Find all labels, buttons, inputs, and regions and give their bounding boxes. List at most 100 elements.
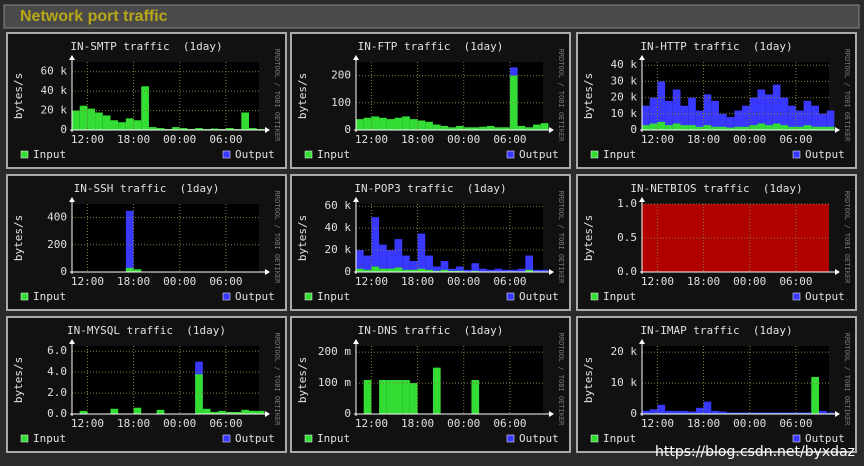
area-slice <box>772 412 781 414</box>
area-slice <box>803 125 812 130</box>
area-slice <box>425 121 433 130</box>
axis-arrow <box>69 197 75 202</box>
x-tick-label: 00:00 <box>163 275 196 288</box>
y-tick-label: 0 <box>630 123 637 136</box>
x-tick-label: 00:00 <box>733 417 766 430</box>
area-slice <box>363 117 372 130</box>
area-slice <box>811 376 819 414</box>
area-slice <box>448 270 457 272</box>
graph-panel: IN-MYSQL traffic (1day) 0.0 2.0 4.0 6.0 12:00… <box>6 316 287 453</box>
x-tick-label: 06:00 <box>209 275 242 288</box>
area-slice <box>363 380 372 414</box>
x-tick-label: 12:00 <box>71 133 104 146</box>
area-slice <box>87 108 96 130</box>
y-tick-label: 0 <box>344 407 351 420</box>
x-tick-label: 18:00 <box>401 275 434 288</box>
area-slice <box>394 267 403 272</box>
x-tick-label: 18:00 <box>401 133 434 146</box>
watermark: https://blog.csdn.net/byxdaz <box>655 444 855 460</box>
x-tick-label: 12:00 <box>355 417 388 430</box>
area-slice <box>456 266 464 272</box>
area-slice <box>402 380 410 414</box>
legend-label: Input <box>317 432 350 445</box>
area-slice <box>672 410 681 414</box>
y-tick-label: 0.5 <box>617 231 637 244</box>
area-slice <box>803 412 812 414</box>
legend-swatch <box>792 292 801 301</box>
area-slice <box>642 125 650 130</box>
y-tick-label: 10 k <box>611 107 638 120</box>
legend-swatch <box>222 292 231 301</box>
area-slice <box>818 113 827 130</box>
area-slice <box>680 105 689 130</box>
x-tick-label: 12:00 <box>355 275 388 288</box>
area-slice <box>688 125 696 130</box>
x-tick-label: 18:00 <box>687 275 720 288</box>
area-slice <box>502 127 510 130</box>
area-slice <box>409 261 418 272</box>
x-tick-label: 00:00 <box>447 417 480 430</box>
legend-label: Output <box>519 290 559 303</box>
area-slice <box>517 125 526 130</box>
area-slice <box>665 410 673 414</box>
graph-title: IN-SMTP traffic (1day) <box>70 40 222 53</box>
area-slice <box>448 268 457 272</box>
area-slice <box>657 81 666 130</box>
area-slice <box>672 89 681 130</box>
area-slice <box>172 127 180 130</box>
x-tick-label: 18:00 <box>687 133 720 146</box>
area-slice <box>248 128 257 130</box>
graph-panel: IN-POP3 traffic (1day) 0 20 k 40 k 60 k 12:00… <box>290 174 571 311</box>
legend-swatch <box>222 150 231 159</box>
area-slice <box>440 269 449 272</box>
area-slice <box>695 126 704 130</box>
area-slice <box>494 127 503 130</box>
legend-swatch <box>20 434 29 443</box>
area-slice <box>471 270 480 272</box>
area-slice <box>517 268 526 272</box>
graph-panel: IN-FTP traffic (1day) 0 100 200 12:00 18:00 00… <box>290 32 571 169</box>
area-slice <box>826 126 835 130</box>
area-slice <box>210 411 219 414</box>
area-slice <box>826 110 835 130</box>
y-tick-label: 0 <box>60 265 67 278</box>
area-slice <box>803 100 812 130</box>
legend-label: Input <box>317 290 350 303</box>
y-tick-label: 6.0 <box>47 344 67 357</box>
area-slice <box>248 410 257 414</box>
area-slice <box>102 115 111 130</box>
area-slice <box>432 270 441 272</box>
legend-swatch <box>304 434 313 443</box>
y-tick-label: 60 k <box>325 199 352 212</box>
area-slice <box>726 117 735 130</box>
area-slice <box>210 128 219 130</box>
y-tick-label: 60 k <box>41 65 68 78</box>
axis-arrow <box>639 55 645 60</box>
area-slice <box>133 120 142 130</box>
area-slice <box>665 100 673 130</box>
legend-label: Output <box>805 432 845 445</box>
area-slice <box>218 410 226 414</box>
area-slice <box>256 410 265 414</box>
x-tick-label: 18:00 <box>117 133 150 146</box>
area-slice <box>456 125 464 130</box>
area-slice <box>772 123 781 130</box>
area-slice <box>471 380 480 414</box>
area-slice <box>711 410 719 414</box>
x-tick-label: 12:00 <box>71 417 104 430</box>
area-slice <box>726 412 735 414</box>
area-slice <box>680 410 689 414</box>
area-slice <box>363 255 372 272</box>
area-slice <box>540 269 549 272</box>
area-slice <box>788 105 796 130</box>
area-slice <box>440 125 449 130</box>
area-slice <box>195 374 203 414</box>
area-slice <box>241 112 249 130</box>
area-slice <box>110 408 119 414</box>
area-slice <box>486 125 495 130</box>
legend-label: Output <box>519 148 559 161</box>
credit: RRDTOOL / TOBI OETIKER <box>843 191 851 285</box>
area-slice <box>703 94 712 130</box>
area-slice <box>394 239 403 272</box>
area-slice <box>795 126 804 130</box>
